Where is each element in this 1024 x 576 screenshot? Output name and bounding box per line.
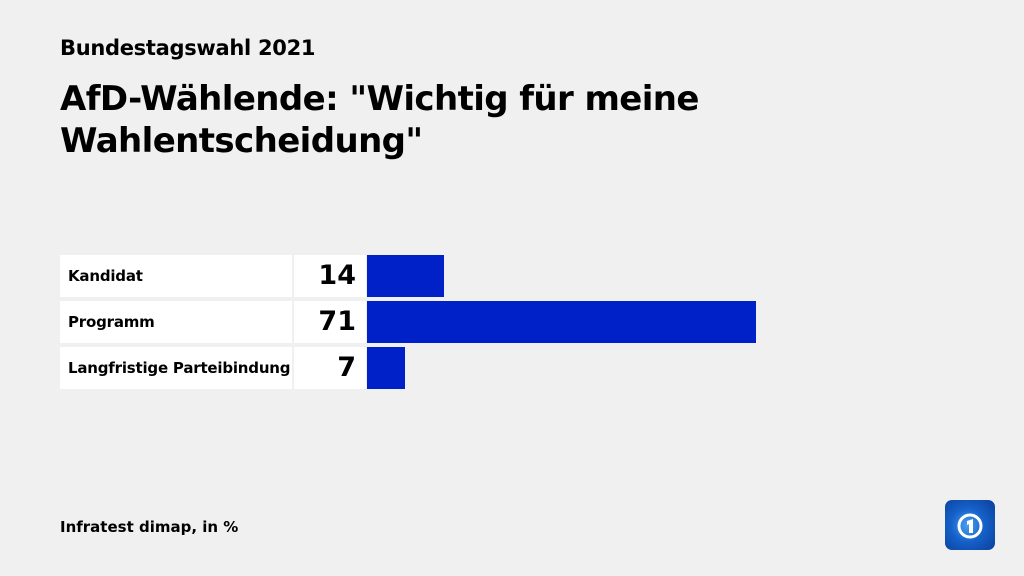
value-label: 71 <box>294 301 366 343</box>
category-label: Langfristige Parteibindung <box>60 347 292 389</box>
bar <box>367 347 406 389</box>
tagesschau-logo <box>945 500 995 550</box>
category-label: Kandidat <box>60 255 292 297</box>
chart-title: AfD-Wählende: "Wichtig für meine Wahlent… <box>60 79 699 161</box>
bar <box>367 255 444 297</box>
bar <box>367 301 757 343</box>
category-label: Programm <box>60 301 292 343</box>
source-note: Infratest dimap, in % <box>60 518 239 536</box>
value-label: 14 <box>294 255 366 297</box>
chart-kicker: Bundestagswahl 2021 <box>60 36 316 60</box>
value-label: 7 <box>294 347 366 389</box>
